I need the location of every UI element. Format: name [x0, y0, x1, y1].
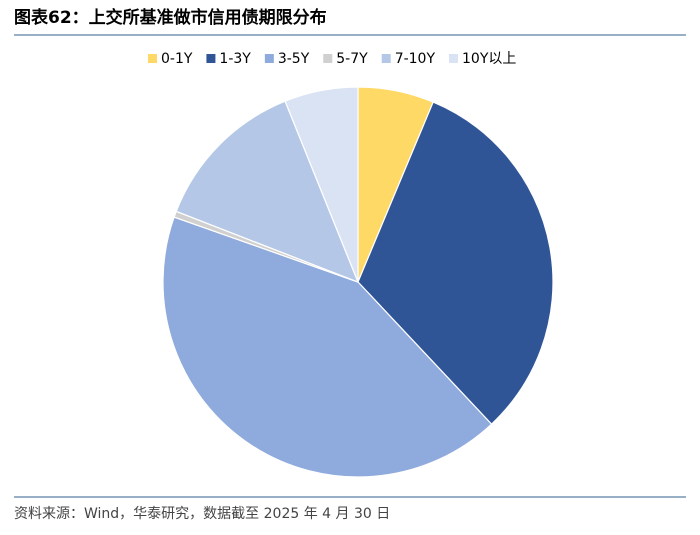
pie-slice: [162, 216, 493, 478]
chart-title: 图表62：上交所基准做市信用债期限分布: [14, 7, 327, 28]
legend-label: 10Y以上: [462, 51, 516, 67]
legend-swatch: [323, 54, 333, 63]
legend-swatch: [148, 54, 157, 63]
legend: 0-1Y 1-3Y 3-5Y 5-7Y 7-10Y 10Y以上: [148, 51, 516, 67]
pie-slice: [175, 100, 360, 284]
legend-swatch: [381, 54, 391, 63]
legend-swatch: [206, 54, 216, 63]
legend-label: 7-10Y: [395, 51, 436, 67]
legend-swatch: [449, 54, 459, 63]
source-note: 资料来源：Wind，华泰研究，数据截至 2025 年 4 月 30 日: [14, 506, 390, 522]
legend-swatch: [264, 54, 274, 63]
legend-label: 3-5Y: [278, 51, 310, 67]
legend-label: 0-1Y: [161, 51, 193, 67]
legend-label: 5-7Y: [336, 51, 368, 67]
pie-slice: [284, 86, 359, 283]
pie: [162, 86, 554, 478]
pie-slice: [357, 101, 554, 425]
legend-label: 1-3Y: [219, 51, 251, 67]
